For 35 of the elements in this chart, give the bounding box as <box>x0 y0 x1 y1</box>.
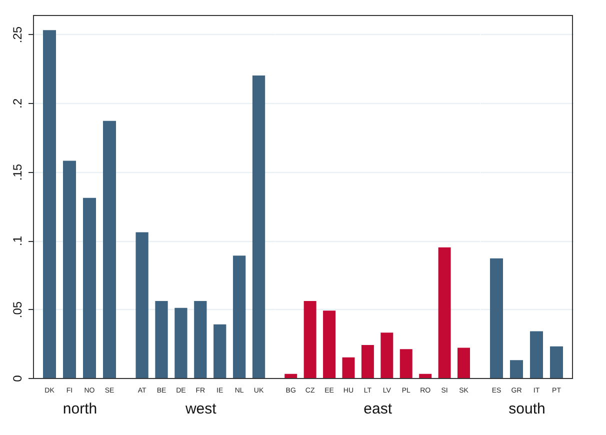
x-axis-title: south <box>508 400 546 418</box>
bar <box>400 349 412 378</box>
bar <box>284 374 298 378</box>
bar <box>304 301 316 378</box>
bar <box>323 310 336 378</box>
bar <box>174 308 188 378</box>
y-tick-label: .15 <box>10 164 24 181</box>
y-tick-label: .25 <box>10 26 24 44</box>
bar <box>155 301 168 378</box>
bar <box>103 120 116 378</box>
bar <box>510 360 523 378</box>
bar <box>550 346 563 378</box>
y-tick-label: .2 <box>10 98 24 109</box>
bar <box>438 247 451 378</box>
y-tick-label: 0 <box>10 374 24 382</box>
x-axis-title: west <box>184 400 218 418</box>
bar <box>214 324 226 378</box>
bar <box>530 331 543 378</box>
y-tick-label: .1 <box>10 236 24 246</box>
bar <box>361 345 374 378</box>
bar <box>136 232 148 378</box>
bar <box>43 30 56 378</box>
x-axis-title: east <box>364 400 393 418</box>
bar <box>490 258 503 378</box>
bar <box>419 374 432 378</box>
y-tick-label: .05 <box>10 301 24 318</box>
bar <box>342 357 355 378</box>
bar <box>380 332 394 378</box>
bar <box>63 160 76 378</box>
x-axis-title: north <box>62 400 98 418</box>
bar <box>83 198 96 378</box>
bar <box>232 256 246 378</box>
bar <box>458 348 470 378</box>
bar <box>252 76 266 378</box>
bar <box>194 301 207 378</box>
